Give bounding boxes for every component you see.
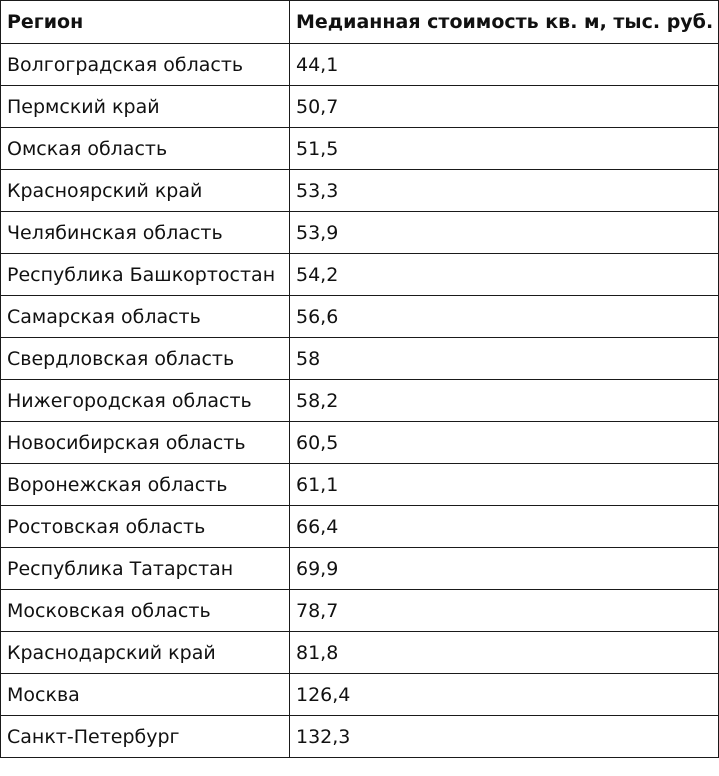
price-cell: 53,3 <box>289 169 719 212</box>
price-cell: 60,5 <box>289 421 719 464</box>
region-cell: Республика Татарстан <box>0 547 290 590</box>
price-cell: 69,9 <box>289 547 719 590</box>
price-cell: 51,5 <box>289 127 719 170</box>
region-cell: Омская область <box>0 127 290 170</box>
table-row: Москва 126,4 <box>0 673 719 716</box>
price-cell: 58,2 <box>289 379 719 422</box>
table-row: Санкт-Петербург 132,3 <box>0 715 719 758</box>
table-row: Краснодарский край 81,8 <box>0 631 719 674</box>
price-cell: 126,4 <box>289 673 719 716</box>
region-cell: Москва <box>0 673 290 716</box>
price-cell: 53,9 <box>289 211 719 254</box>
region-cell: Ростовская область <box>0 505 290 548</box>
price-cell: 44,1 <box>289 43 719 86</box>
price-cell: 81,8 <box>289 631 719 674</box>
price-cell: 66,4 <box>289 505 719 548</box>
price-cell: 56,6 <box>289 295 719 338</box>
price-table: Регион Медианная стоимость кв. м, тыс. р… <box>0 0 719 758</box>
price-cell: 50,7 <box>289 85 719 128</box>
price-cell: 78,7 <box>289 589 719 632</box>
table-row: Воронежская область 61,1 <box>0 463 719 506</box>
table-body: Волгоградская область 44,1 Пермский край 50… <box>0 43 719 758</box>
price-cell: 61,1 <box>289 463 719 506</box>
price-cell: 132,3 <box>289 715 719 758</box>
table-row: Омская область 51,5 <box>0 127 719 170</box>
region-cell: Воронежская область <box>0 463 290 506</box>
region-cell: Московская область <box>0 589 290 632</box>
region-cell: Санкт-Петербург <box>0 715 290 758</box>
price-cell: 54,2 <box>289 253 719 296</box>
header-row: Регион Медианная стоимость кв. м, тыс. р… <box>0 0 719 44</box>
table-row: Ростовская область 66,4 <box>0 505 719 548</box>
table-row: Республика Башкортостан 54,2 <box>0 253 719 296</box>
region-cell: Нижегородская область <box>0 379 290 422</box>
table-row: Красноярский край 53,3 <box>0 169 719 212</box>
region-cell: Самарская область <box>0 295 290 338</box>
header-region: Регион <box>0 0 290 44</box>
region-cell: Пермский край <box>0 85 290 128</box>
region-cell: Свердловская область <box>0 337 290 380</box>
region-cell: Новосибирская область <box>0 421 290 464</box>
table-row: Самарская область 56,6 <box>0 295 719 338</box>
table-row: Новосибирская область 60,5 <box>0 421 719 464</box>
price-cell: 58 <box>289 337 719 380</box>
table-row: Республика Татарстан 69,9 <box>0 547 719 590</box>
region-cell: Республика Башкортостан <box>0 253 290 296</box>
table-row: Челябинская область 53,9 <box>0 211 719 254</box>
region-cell: Волгоградская область <box>0 43 290 86</box>
table-row: Свердловская область 58 <box>0 337 719 380</box>
region-cell: Красноярский край <box>0 169 290 212</box>
region-cell: Челябинская область <box>0 211 290 254</box>
table-row: Московская область 78,7 <box>0 589 719 632</box>
table-row: Волгоградская область 44,1 <box>0 43 719 86</box>
table-row: Нижегородская область 58,2 <box>0 379 719 422</box>
table-row: Пермский край 50,7 <box>0 85 719 128</box>
header-median-price: Медианная стоимость кв. м, тыс. руб. <box>289 0 719 44</box>
region-cell: Краснодарский край <box>0 631 290 674</box>
